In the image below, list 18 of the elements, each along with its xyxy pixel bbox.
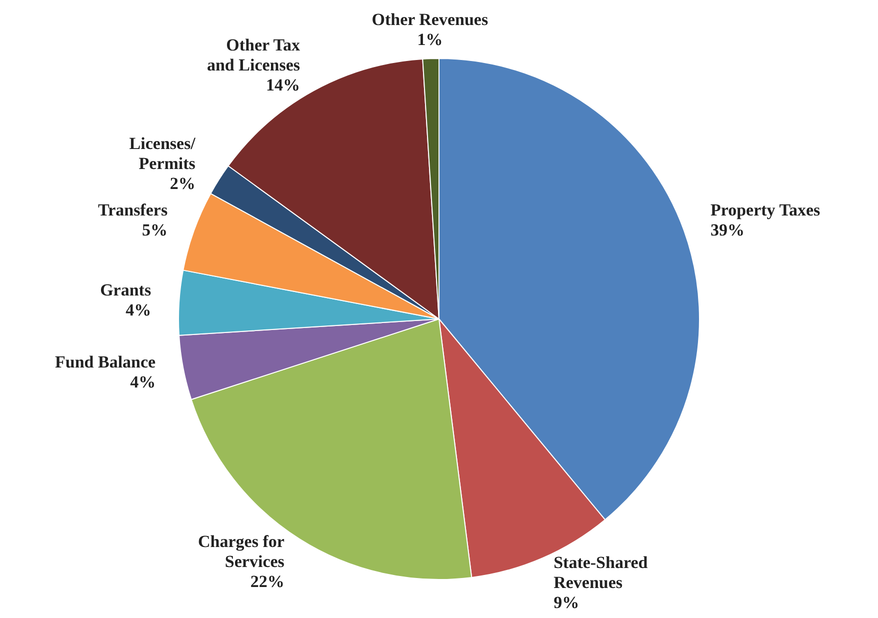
slice-label: Transfers	[98, 200, 168, 220]
data-label: 14%	[266, 76, 300, 95]
slice-label: Property Taxes	[710, 200, 821, 220]
slice-label: Other Revenues	[372, 10, 488, 30]
slice-label: Fund Balance	[55, 352, 156, 372]
slice-label: Licenses/ Permits	[129, 134, 196, 173]
slice-label: Charges for Services	[198, 532, 285, 571]
slice-label: Grants	[100, 280, 152, 300]
data-label: 5%	[142, 220, 168, 240]
slice-label: State-Shared Revenues	[554, 553, 648, 592]
slice-label: Other Tax and Licenses	[206, 36, 301, 75]
data-label: 1%	[417, 30, 443, 50]
data-label: 4%	[130, 372, 156, 392]
data-label: 2%	[170, 174, 196, 193]
data-label: 22%	[250, 572, 284, 591]
data-label: 4%	[126, 300, 152, 320]
data-label: 9%	[554, 593, 580, 612]
data-label: 39%	[710, 220, 744, 240]
